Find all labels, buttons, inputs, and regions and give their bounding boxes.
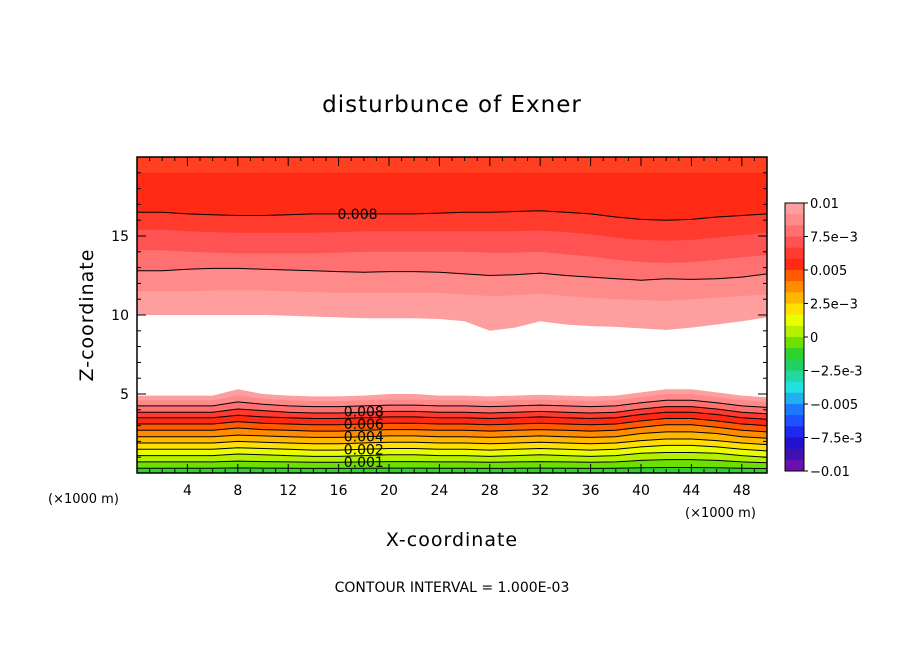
contour-label: 0.002 <box>344 442 384 458</box>
colorbar-swatch <box>785 314 804 327</box>
contour-label: 0.008 <box>337 207 377 223</box>
contour-line <box>137 438 768 446</box>
colorbar-swatch <box>785 448 804 461</box>
colorbar-swatch <box>785 392 804 405</box>
colorbar-tick-label: 7.5e−3 <box>810 231 858 246</box>
colorbar-swatch <box>785 281 804 293</box>
colorbar-swatch <box>785 337 804 349</box>
colorbar-swatch <box>785 292 804 304</box>
colorbar-swatch <box>785 437 804 450</box>
colorbar-swatch <box>785 359 804 371</box>
colorbar-swatch <box>785 303 804 316</box>
y-axis-label: Z-coordinate <box>76 249 98 382</box>
colorbar-swatch <box>785 258 804 271</box>
y-tick-label: 5 <box>120 387 129 403</box>
contour-line <box>137 459 768 464</box>
colorbar-swatch <box>785 270 804 282</box>
colorbar-swatch <box>785 247 804 260</box>
x-tick-label: 20 <box>380 483 398 499</box>
contour-label: 0.008 <box>344 404 384 420</box>
contour-interval-note: CONTOUR INTERVAL = 1.000E-03 <box>335 580 570 596</box>
colorbar-tick-label: −0.01 <box>810 465 850 480</box>
x-unit-label: (×1000 m) <box>685 506 756 521</box>
contour-line <box>137 406 768 415</box>
colorbar-swatch <box>785 203 804 215</box>
colorbar-tick-label: −7.5e-3 <box>810 432 863 447</box>
contour-label: 0.001 <box>344 455 384 471</box>
x-tick-label: 32 <box>531 483 549 499</box>
colorbar-tick-label: 0 <box>810 331 818 346</box>
x-tick-label: 4 <box>183 483 192 499</box>
y-axis-ticks: 5 10 15 <box>111 172 767 458</box>
x-tick-label: 36 <box>582 483 600 499</box>
colorbar-swatch <box>785 404 804 416</box>
colorbar-swatch <box>785 415 804 427</box>
contour-line <box>137 424 768 433</box>
chart-title: disturbunce of Exner <box>322 92 582 118</box>
x-tick-label: 24 <box>430 483 448 499</box>
colorbar-swatch <box>785 381 804 394</box>
x-axis-ticks: 4 8 12 16 20 24 28 32 36 40 44 48 <box>149 157 755 499</box>
x-axis-label: X-coordinate <box>386 529 518 551</box>
contour-line <box>137 399 768 408</box>
x-tick-label: 12 <box>279 483 297 499</box>
colorbar-tick-label: 0.01 <box>810 197 839 212</box>
x-tick-label: 28 <box>481 483 499 499</box>
x-tick-label: 44 <box>682 483 700 499</box>
contour-label: 0.006 <box>344 417 384 433</box>
y-tick-label: 15 <box>111 229 129 245</box>
contour-line <box>137 411 768 420</box>
contour-line <box>137 467 768 470</box>
colorbar-swatch <box>785 459 804 472</box>
x-tick-label: 48 <box>733 483 751 499</box>
colorbar-swatch <box>785 426 804 438</box>
y-tick-label: 10 <box>111 308 129 324</box>
x-tick-label: 16 <box>330 483 348 499</box>
colorbar-tick-label: 2.5e−3 <box>810 298 858 313</box>
contour-label: 0.004 <box>344 430 384 446</box>
contour-lines <box>137 210 768 470</box>
contour-line <box>137 444 768 452</box>
colorbar-swatch <box>785 348 804 360</box>
colorbar-swatch <box>785 236 804 249</box>
colorbar-tick-label: −2.5e-3 <box>810 365 863 380</box>
contour-fill-layers <box>137 157 767 474</box>
contour-line <box>137 431 768 439</box>
x-tick-label: 40 <box>632 483 650 499</box>
colorbar-swatch <box>785 325 804 338</box>
contour-line <box>137 210 768 221</box>
contour-line <box>137 267 768 281</box>
colorbar-tick-label: 0.005 <box>810 264 847 279</box>
x-tick-label: 8 <box>233 483 242 499</box>
colorbar <box>784 202 805 472</box>
colorbar-swatch <box>785 214 804 226</box>
colorbar-swatch <box>785 225 804 237</box>
colorbar-tick-label: −0.005 <box>810 398 858 413</box>
contour-line <box>137 418 768 427</box>
colorbar-swatch <box>785 370 804 383</box>
y-unit-label: (×1000 m) <box>48 492 119 507</box>
contour-line <box>137 452 768 458</box>
colorbar-labels: 0.01 7.5e−3 0.005 2.5e−3 0 −2.5e-3 −0.005 −7.5e… <box>804 197 863 480</box>
